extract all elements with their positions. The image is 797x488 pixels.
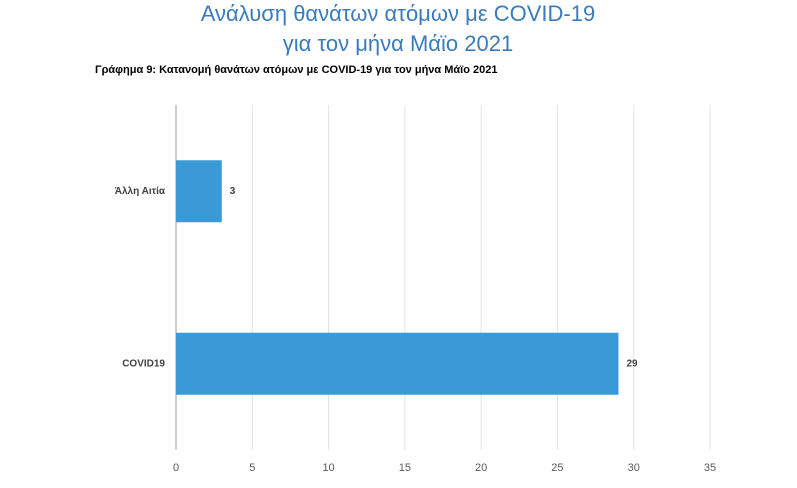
x-tick-label: 30 xyxy=(628,462,640,474)
x-tick-label: 20 xyxy=(475,462,487,474)
bar xyxy=(176,160,222,223)
y-tick-label: COVID19 xyxy=(122,358,165,369)
x-tick-label: 25 xyxy=(551,462,563,474)
x-tick-label: 35 xyxy=(704,462,716,474)
chart-subtitle: Γράφημα 9: Κατανομή θανάτων ατόμων με CO… xyxy=(95,64,497,76)
x-tick-label: 5 xyxy=(249,462,255,474)
y-tick-label: Άλλη Αιτία xyxy=(115,186,166,197)
chart-title: Ανάλυση θανάτων ατόμων με COVID-19 xyxy=(201,1,595,26)
x-tick-label: 15 xyxy=(399,462,411,474)
value-label: 29 xyxy=(626,358,638,369)
value-label: 3 xyxy=(230,186,236,197)
bar xyxy=(176,332,619,395)
x-tick-label: 10 xyxy=(322,462,334,474)
x-tick-label: 0 xyxy=(173,462,179,474)
chart-title: για τον μήνα Μάϊο 2021 xyxy=(283,31,513,56)
